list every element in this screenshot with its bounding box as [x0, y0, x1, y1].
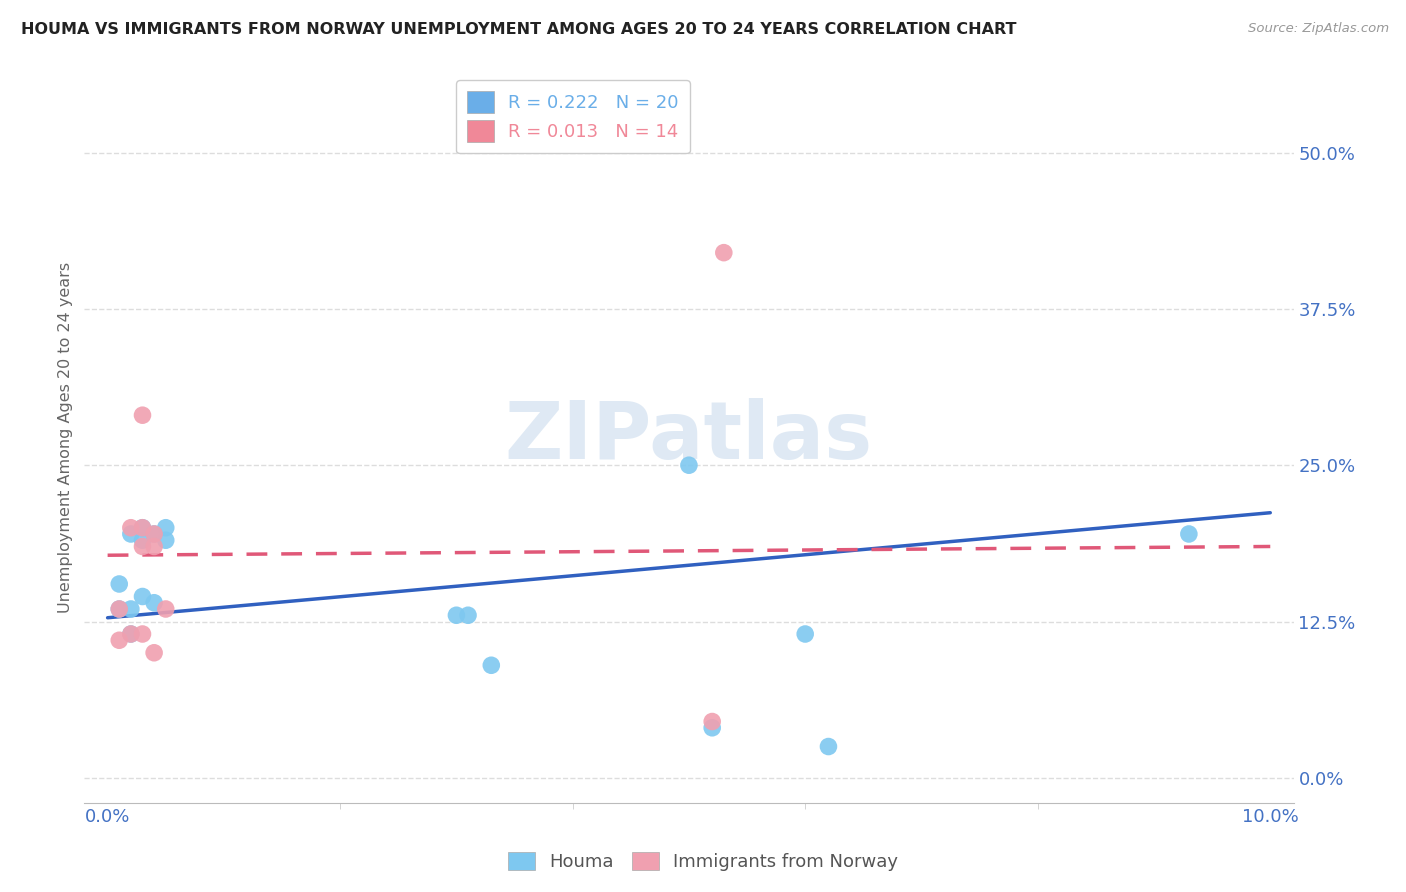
- Legend: Houma, Immigrants from Norway: Houma, Immigrants from Norway: [501, 845, 905, 879]
- Point: [131, 408, 153, 422]
- Point: [120, 627, 142, 641]
- Text: Source: ZipAtlas.com: Source: ZipAtlas.com: [1249, 22, 1389, 36]
- Point: [155, 521, 177, 535]
- Point: [794, 627, 817, 641]
- Y-axis label: Unemployment Among Ages 20 to 24 years: Unemployment Among Ages 20 to 24 years: [58, 261, 73, 613]
- Point: [155, 533, 177, 548]
- Point: [131, 521, 153, 535]
- Point: [143, 527, 166, 541]
- Legend: R = 0.222   N = 20, R = 0.013   N = 14: R = 0.222 N = 20, R = 0.013 N = 14: [456, 80, 690, 153]
- Point: [143, 596, 166, 610]
- Point: [702, 721, 724, 735]
- Point: [702, 714, 724, 729]
- Point: [108, 577, 131, 591]
- Point: [108, 602, 131, 616]
- Point: [678, 458, 700, 473]
- Point: [120, 527, 142, 541]
- Text: ZIPatlas: ZIPatlas: [505, 398, 873, 476]
- Point: [1178, 527, 1201, 541]
- Point: [131, 521, 153, 535]
- Point: [120, 602, 142, 616]
- Point: [817, 739, 839, 754]
- Point: [143, 646, 166, 660]
- Point: [143, 527, 166, 541]
- Point: [143, 540, 166, 554]
- Point: [108, 633, 131, 648]
- Point: [155, 602, 177, 616]
- Point: [479, 658, 502, 673]
- Point: [713, 245, 735, 260]
- Point: [131, 540, 153, 554]
- Point: [457, 608, 479, 623]
- Point: [108, 602, 131, 616]
- Point: [131, 627, 153, 641]
- Point: [120, 627, 142, 641]
- Point: [131, 590, 153, 604]
- Point: [446, 608, 468, 623]
- Point: [120, 521, 142, 535]
- Point: [131, 533, 153, 548]
- Text: HOUMA VS IMMIGRANTS FROM NORWAY UNEMPLOYMENT AMONG AGES 20 TO 24 YEARS CORRELATI: HOUMA VS IMMIGRANTS FROM NORWAY UNEMPLOY…: [21, 22, 1017, 37]
